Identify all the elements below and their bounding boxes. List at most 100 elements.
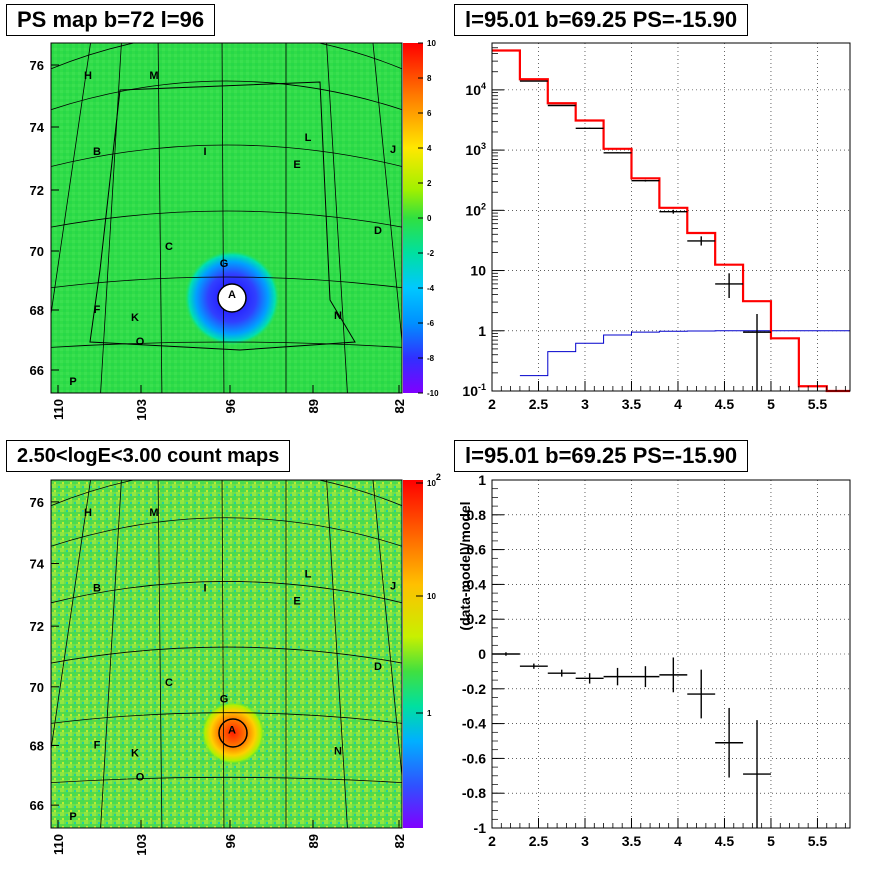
ps-colorbar-tick-label: 8	[427, 74, 432, 83]
ps-y-tick-label: 72	[30, 183, 44, 198]
residual-y-tick-label: -0.2	[462, 681, 486, 697]
cnt-source-label-h: H	[84, 507, 92, 519]
residual-y-tick-label: 0	[478, 646, 486, 662]
ps-colorbar-tick-label: 2	[427, 179, 432, 188]
ps-parallel-line	[51, 144, 402, 167]
cnt-x-tick-label: 103	[134, 834, 149, 856]
ps-y-tick-label: 76	[30, 58, 44, 73]
ps-colorbar-tick-label: -6	[427, 319, 435, 328]
residual-x-tick-label: 5	[767, 833, 775, 849]
ps-colorbar-tick-label: -4	[427, 284, 435, 293]
cnt-parallel-line	[51, 646, 402, 664]
cnt-x-tick-label: 82	[392, 834, 407, 848]
spectrum-y-tick-label: 10	[470, 263, 486, 279]
ps-y-tick-label: 66	[30, 363, 44, 378]
residual-y-tick-label: 0.4	[467, 576, 487, 592]
ps-map-colorbar	[403, 43, 423, 393]
cnt-source-label-i: I	[203, 582, 206, 594]
spectrum-x-tick-label: 3.5	[622, 396, 642, 412]
cnt-y-tick-label: 74	[30, 557, 45, 572]
cnt-y-tick-label: 68	[30, 738, 44, 753]
residual-x-tick-label: 4.5	[715, 833, 735, 849]
cnt-meridian-line	[51, 480, 91, 753]
residual-y-tick-label: 0.6	[467, 542, 487, 558]
ps-map-roi-boundary	[89, 81, 356, 351]
ps-source-label-n: N	[334, 310, 342, 322]
ps-source-label-m: M	[149, 70, 158, 82]
count-colorbar-tick-label: 10	[427, 592, 436, 601]
cnt-meridian-line	[326, 480, 348, 828]
spectrum-y-tick-label: 103	[465, 141, 486, 158]
cnt-parallel-line	[51, 712, 402, 724]
ps-colorbar-tick-label: 6	[427, 109, 432, 118]
ps-source-label-i: I	[203, 146, 206, 158]
cnt-source-label-e: E	[293, 595, 300, 607]
ps-source-label-c: C	[165, 241, 173, 253]
count-map-source-glow	[201, 701, 265, 765]
cnt-source-label-a: A	[228, 725, 236, 737]
spectrum-panel: 2 2.5 3 3.5 4 4.5 5 5.5 10-1 1 10 102 103 104	[462, 42, 851, 412]
ps-parallel-line	[51, 276, 402, 289]
cnt-meridian-line	[372, 480, 402, 781]
ps-map-title: PS map b=72 l=96	[6, 4, 216, 36]
ps-parallel-line	[51, 80, 402, 111]
spectrum-total-model-line	[492, 49, 850, 393]
spectrum-y-tick-label: 10-1	[462, 382, 486, 399]
ps-parallel-line	[51, 210, 402, 228]
cnt-source-label-o: O	[136, 771, 145, 783]
cnt-source-label-m: M	[149, 507, 158, 519]
residual-x-tick-label: 2.5	[529, 833, 549, 849]
residual-plot-area	[492, 480, 850, 828]
residual-x-tick-label: 4	[674, 833, 682, 849]
cnt-y-tick-label: 72	[30, 619, 44, 634]
ps-colorbar-tick-label: 0	[427, 214, 432, 223]
ps-y-tick-label: 74	[30, 120, 45, 135]
spectrum-x-tick-label: 2.5	[529, 396, 549, 412]
residual-x-tick-label: 2	[488, 833, 496, 849]
residual-y-tick-label: 0.8	[467, 507, 487, 523]
ps-source-label-o: O	[136, 336, 145, 348]
spectrum-x-tick-label: 5.5	[808, 396, 828, 412]
spectrum-y-tick-label: 104	[465, 81, 486, 98]
ps-colorbar-tick-label: -10	[427, 389, 439, 398]
ps-source-label-e: E	[293, 159, 300, 171]
residual-y-tick-label: -1	[474, 820, 487, 836]
spectrum-x-tick-label: 5	[767, 396, 775, 412]
ps-x-tick-label: 82	[392, 399, 407, 413]
ps-source-label-g: G	[220, 258, 229, 270]
ps-meridian-line	[221, 43, 225, 393]
cnt-source-label-l: L	[305, 568, 312, 580]
ps-meridian-line	[51, 43, 91, 317]
ps-source-label-d: D	[374, 225, 382, 237]
count-map-title: 2.50<logE<3.00 count maps	[6, 440, 291, 472]
residual-y-tick-label: 1	[478, 472, 486, 488]
cnt-parallel-line	[51, 480, 402, 507]
spectrum-x-tick-label: 4.5	[715, 396, 735, 412]
ps-parallel-line	[51, 341, 402, 348]
cnt-meridian-line	[157, 480, 163, 828]
cnt-parallel-line	[51, 776, 402, 784]
cnt-x-tick-label: 110	[51, 834, 66, 855]
ps-parallel-line	[51, 43, 402, 70]
cnt-source-label-j: J	[390, 580, 396, 592]
cnt-source-label-b: B	[93, 582, 101, 594]
residual-y-tick-label: -0.4	[462, 716, 486, 732]
cnt-source-label-p: P	[69, 811, 76, 823]
count-colorbar-tick-label: 1	[427, 709, 432, 718]
spectrum-x-tick-label: 2	[488, 396, 496, 412]
count-map-source-circle	[218, 718, 248, 748]
spectrum-y-tick-label: 1	[478, 323, 486, 339]
ps-colorbar-tick-label: 10	[427, 39, 436, 48]
cnt-x-tick-label: 89	[306, 834, 321, 848]
ps-source-label-f: F	[94, 304, 101, 316]
ps-source-label-l: L	[305, 132, 312, 144]
residual-title: l=95.01 b=69.25 PS=-15.90	[454, 440, 749, 472]
ps-y-tick-label: 68	[30, 303, 44, 318]
ps-x-tick-label: 103	[134, 399, 149, 421]
ps-x-tick-label: 96	[223, 399, 238, 413]
cnt-source-label-f: F	[94, 739, 101, 751]
ps-source-label-a: A	[228, 289, 236, 301]
spectrum-background-model-line	[519, 330, 850, 377]
